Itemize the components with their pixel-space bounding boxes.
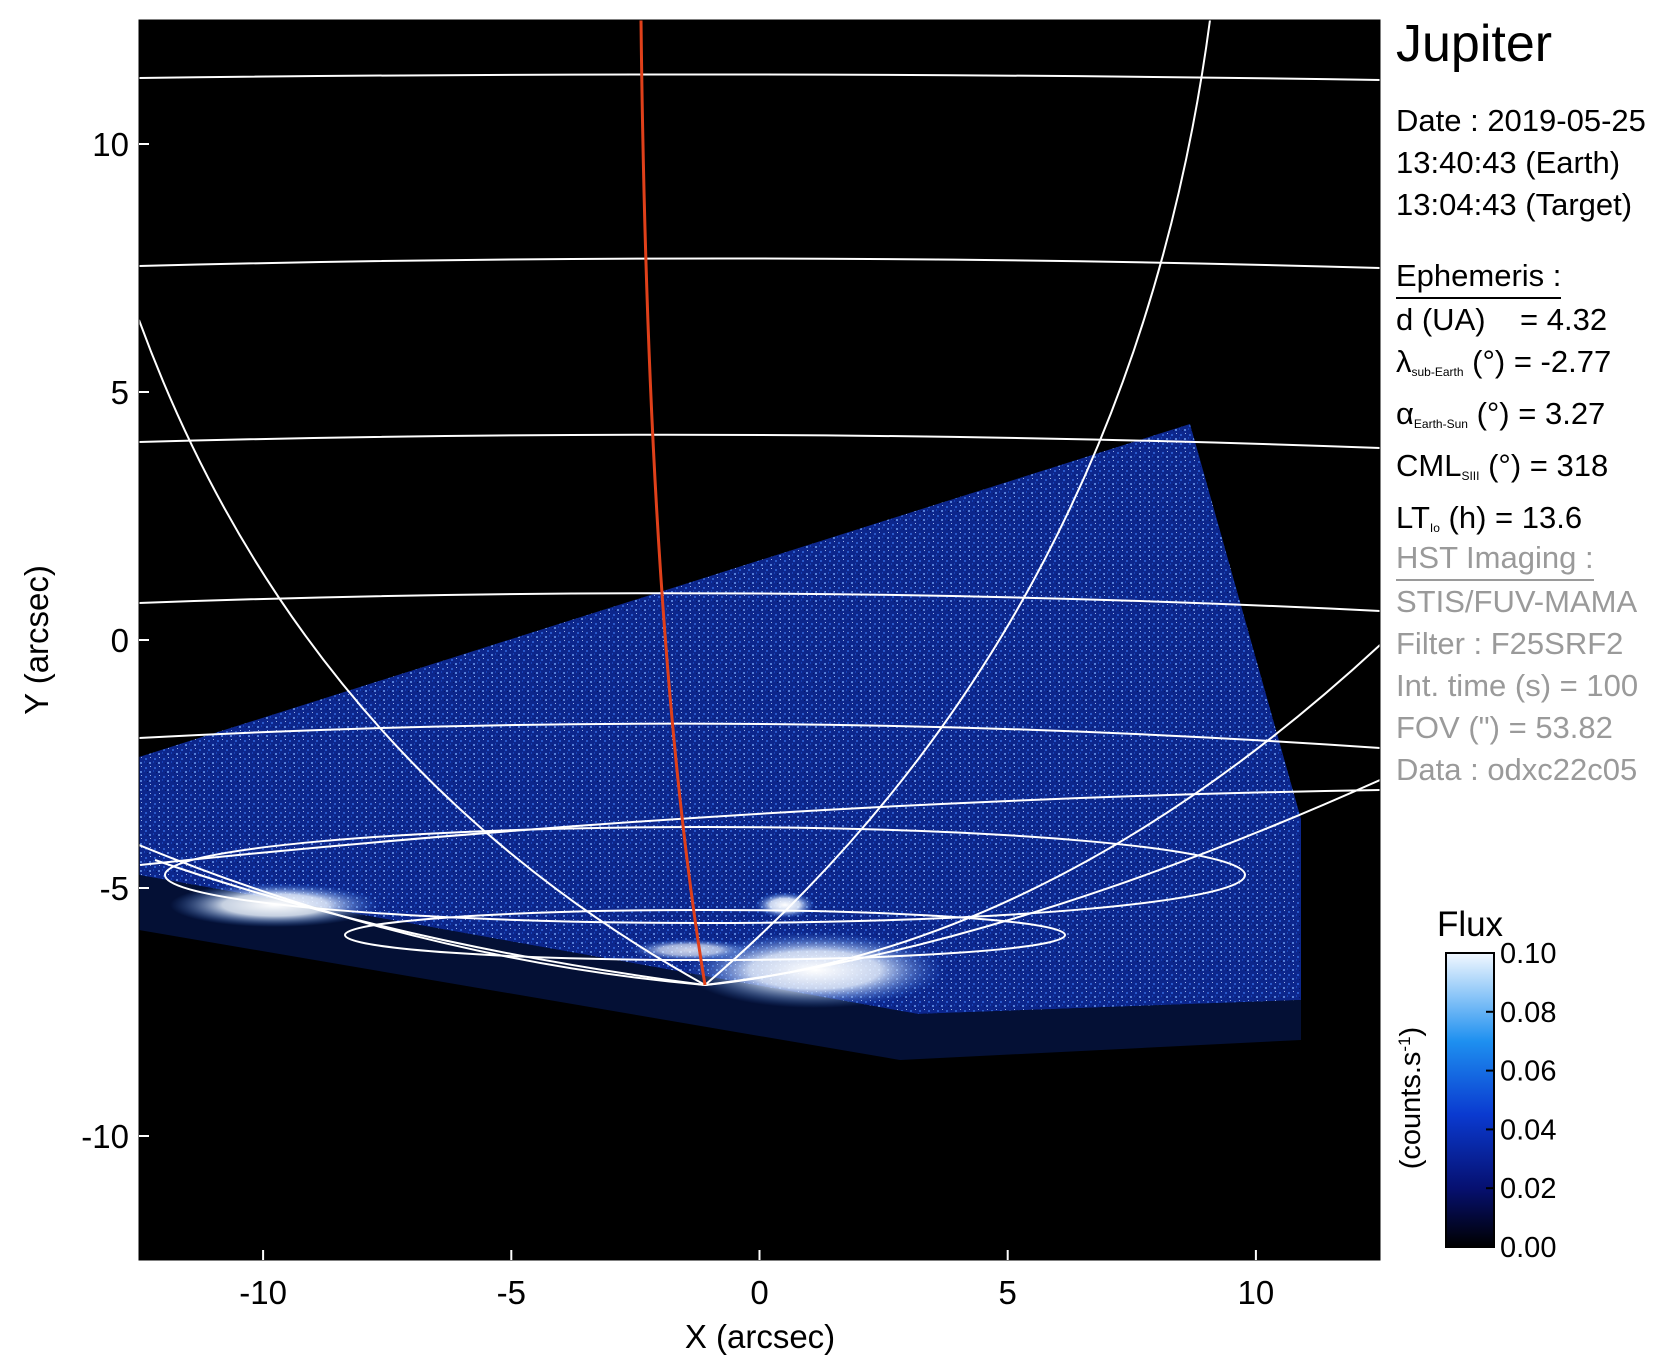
y-axis-label: Y (arcsec) xyxy=(18,565,55,715)
colorbar-gradient xyxy=(1445,952,1495,1248)
y-tick-label: 5 xyxy=(111,374,129,411)
emission-region-dim xyxy=(139,875,1301,1060)
longitude-line xyxy=(704,20,1211,986)
latitude-line xyxy=(139,722,1380,749)
colorbar-tick-label: 0.00 xyxy=(1500,1232,1556,1264)
x-tick-label: 10 xyxy=(1238,1274,1275,1311)
ephemeris-cml: CMLSIII (°) = 318 xyxy=(1396,448,1609,483)
x-tick-label: -10 xyxy=(239,1274,287,1311)
x-tick-label: -5 xyxy=(497,1274,526,1311)
hst-imaging-block: HST Imaging : STIS/FUV-MAMA Filter : F25… xyxy=(1396,537,1638,791)
time-target: 13:04:43 (Target) xyxy=(1396,187,1633,222)
x-tick-label: 5 xyxy=(999,1274,1017,1311)
observation-date: Date : 2019-05-25 xyxy=(1396,103,1646,138)
ephemeris-sub-earth-latitude: λsub-Earth (°) = -2.77 xyxy=(1396,344,1612,379)
latitude-ring xyxy=(164,826,1246,924)
reference-meridian xyxy=(639,20,707,986)
colorbar-ticks: 0.00 0.02 0.04 0.06 0.08 0.10 xyxy=(1486,938,1556,1264)
latitude-line xyxy=(139,592,1380,612)
longitude-grid xyxy=(139,20,1380,986)
longitude-line xyxy=(139,844,706,986)
colorbar-tick-label: 0.06 xyxy=(1500,1056,1556,1088)
y-tick-label: -10 xyxy=(81,1118,129,1155)
latitude-line xyxy=(139,257,1380,269)
colorbar-title: Flux xyxy=(1437,905,1504,944)
colorbar: Flux (counts.s-1) 0.000.020.040.060.080.… xyxy=(1395,905,1556,1264)
ephemeris-header: Ephemeris : xyxy=(1396,255,1562,299)
target-name: Jupiter xyxy=(1396,15,1553,73)
ephemeris-io-local-time: LTIo (h) = 13.6 xyxy=(1396,500,1583,535)
x-tick-label: 0 xyxy=(750,1274,768,1311)
latitude-line xyxy=(139,433,1380,449)
colorbar-tick-label: 0.10 xyxy=(1500,938,1556,970)
aurora-blob-spot xyxy=(755,892,815,918)
hst-filter: Filter : F25SRF2 xyxy=(1396,626,1624,661)
ephemeris-phase-angle: αEarth-Sun (°) = 3.27 xyxy=(1396,396,1606,431)
observation-date-block: Date : 2019-05-25 13:40:43 (Earth) 13:04… xyxy=(1396,100,1646,226)
colorbar-unit-label: (counts.s-1) xyxy=(1395,1027,1427,1169)
ephemeris-block: Ephemeris : d (UA) = 4.32 λsub-Earth (°)… xyxy=(1396,255,1611,549)
y-tick-label: -5 xyxy=(100,870,129,907)
y-axis: -10 -5 0 5 10 xyxy=(81,126,149,1155)
aurora-blob-main xyxy=(685,932,945,1008)
hst-instrument: STIS/FUV-MAMA xyxy=(1396,584,1638,619)
latitude-line xyxy=(139,73,1380,81)
time-earth: 13:40:43 (Earth) xyxy=(1396,145,1621,180)
aurora-blob-arc xyxy=(630,939,750,961)
x-axis-label: X (arcsec) xyxy=(685,1318,835,1355)
x-axis: -10 -5 0 5 10 xyxy=(239,1250,1274,1311)
hst-data-id: Data : odxc22c05 xyxy=(1396,752,1638,787)
colorbar-tick-label: 0.04 xyxy=(1500,1114,1556,1146)
y-tick-label: 0 xyxy=(111,622,129,659)
ephemeris-distance: d (UA) = 4.32 xyxy=(1396,302,1608,337)
colorbar-tick-label: 0.08 xyxy=(1500,997,1556,1029)
hst-header: HST Imaging : xyxy=(1396,537,1594,581)
hst-integration-time: Int. time (s) = 100 xyxy=(1396,668,1639,703)
longitude-line xyxy=(704,644,1380,986)
latitude-ring xyxy=(344,909,1066,961)
longitude-line xyxy=(139,319,706,986)
emission-region xyxy=(139,424,1301,1014)
hst-fov: FOV (") = 53.82 xyxy=(1396,710,1613,745)
colorbar-tick-label: 0.02 xyxy=(1500,1173,1556,1205)
y-tick-label: 10 xyxy=(92,126,129,163)
